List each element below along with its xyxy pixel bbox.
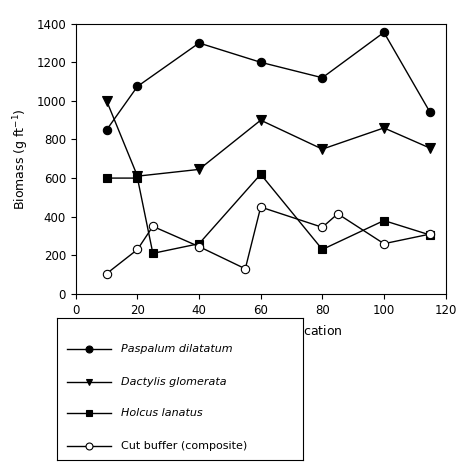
Y-axis label: Biomass (g ft$^{-1}$): Biomass (g ft$^{-1}$) — [11, 108, 31, 210]
Dactylis glomerata — [428, 146, 433, 151]
Cut buffer (composite) — [135, 246, 140, 252]
Dactylis glomerata — [104, 98, 109, 104]
Paspalum dilatatum — [104, 127, 109, 133]
Cut buffer (composite) — [381, 241, 387, 246]
Paspalum dilatatum — [428, 109, 433, 115]
Dactylis glomerata — [258, 118, 264, 123]
Paspalum dilatatum — [196, 40, 202, 46]
Holcus lanatus — [258, 172, 264, 177]
X-axis label: Days after $^{15}$N application: Days after $^{15}$N application — [179, 322, 343, 342]
Cut buffer (composite) — [319, 225, 325, 230]
Dactylis glomerata — [135, 173, 140, 179]
Paspalum dilatatum — [258, 59, 264, 65]
Dactylis glomerata — [319, 146, 325, 152]
Dactylis glomerata — [196, 166, 202, 172]
Holcus lanatus — [196, 241, 202, 246]
Paspalum dilatatum — [381, 29, 387, 35]
Line: Holcus lanatus: Holcus lanatus — [102, 170, 434, 257]
Cut buffer (composite) — [242, 266, 248, 272]
Text: Paspalum dilatatum: Paspalum dilatatum — [121, 344, 233, 354]
Cut buffer (composite) — [335, 211, 340, 217]
Dactylis glomerata — [381, 125, 387, 131]
Cut buffer (composite) — [196, 244, 202, 249]
Text: Dactylis glomerata: Dactylis glomerata — [121, 376, 227, 387]
Paspalum dilatatum — [135, 83, 140, 89]
Holcus lanatus — [135, 175, 140, 181]
Cut buffer (composite) — [258, 204, 264, 210]
Holcus lanatus — [319, 246, 325, 252]
Cut buffer (composite) — [104, 271, 109, 276]
Holcus lanatus — [104, 175, 109, 181]
Holcus lanatus — [150, 250, 155, 256]
Line: Cut buffer (composite): Cut buffer (composite) — [102, 203, 434, 278]
Holcus lanatus — [381, 218, 387, 223]
Cut buffer (composite) — [150, 224, 155, 229]
Paspalum dilatatum — [319, 75, 325, 81]
Holcus lanatus — [428, 232, 433, 238]
Line: Paspalum dilatatum: Paspalum dilatatum — [102, 28, 434, 134]
Cut buffer (composite) — [428, 231, 433, 237]
Line: Dactylis glomerata: Dactylis glomerata — [102, 96, 435, 181]
Text: Cut buffer (composite): Cut buffer (composite) — [121, 440, 247, 451]
Text: Holcus lanatus: Holcus lanatus — [121, 408, 202, 418]
